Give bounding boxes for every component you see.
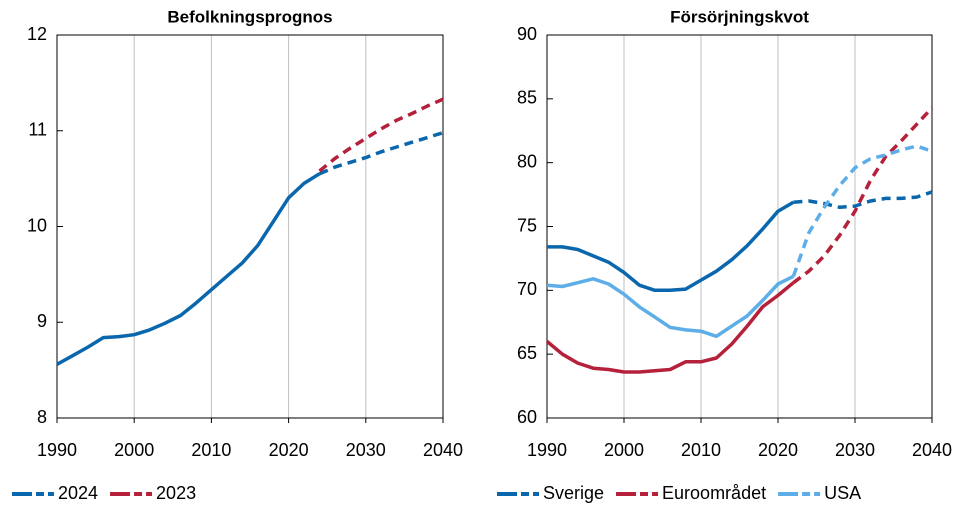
y-tick-label: 8 <box>37 407 47 427</box>
y-tick-label: 65 <box>517 343 537 363</box>
x-tick-label: 1990 <box>37 440 77 460</box>
x-tick-label: 2030 <box>346 440 386 460</box>
plot-frame <box>56 34 444 419</box>
x-tick-label: 2000 <box>114 440 154 460</box>
legend-label: 2023 <box>156 483 196 503</box>
chart-title: Försörjningskvot <box>670 7 809 26</box>
x-tick-label: 2040 <box>912 440 952 460</box>
y-tick-label: 80 <box>517 151 537 171</box>
y-tick-label: 12 <box>27 24 47 44</box>
x-tick-label: 2020 <box>269 440 309 460</box>
line-dashed <box>318 97 444 173</box>
line-solid <box>545 281 795 374</box>
plot-frame <box>546 34 933 419</box>
line-solid <box>547 200 795 293</box>
legend-label: Sverige <box>543 483 604 503</box>
chart-title: Befolkningsprognos <box>167 7 332 26</box>
y-tick-label: 10 <box>27 215 47 235</box>
line-dashed <box>792 106 934 285</box>
line-solid <box>56 172 321 366</box>
x-tick-label: 2030 <box>835 440 875 460</box>
y-tick-label: 90 <box>517 24 537 44</box>
x-tick-label: 1990 <box>527 440 567 460</box>
legend-label: Euroområdet <box>662 483 766 503</box>
x-tick-label: 2010 <box>191 440 231 460</box>
x-tick-label: 2040 <box>423 440 463 460</box>
line-solid <box>546 274 795 339</box>
y-tick-label: 60 <box>517 407 537 427</box>
line-dashed <box>793 190 933 210</box>
x-tick-label: 2020 <box>758 440 798 460</box>
legend-label: USA <box>824 483 861 503</box>
x-tick-label: 2010 <box>681 440 721 460</box>
y-tick-label: 11 <box>28 120 47 140</box>
y-tick-label: 75 <box>517 215 537 235</box>
y-tick-label: 9 <box>37 311 47 331</box>
legend-label: 2024 <box>58 483 98 503</box>
x-tick-label: 2000 <box>604 440 644 460</box>
line-dashed <box>791 144 933 277</box>
y-tick-label: 85 <box>517 88 537 108</box>
y-tick-label: 70 <box>517 279 537 299</box>
line-dashed <box>318 131 444 176</box>
